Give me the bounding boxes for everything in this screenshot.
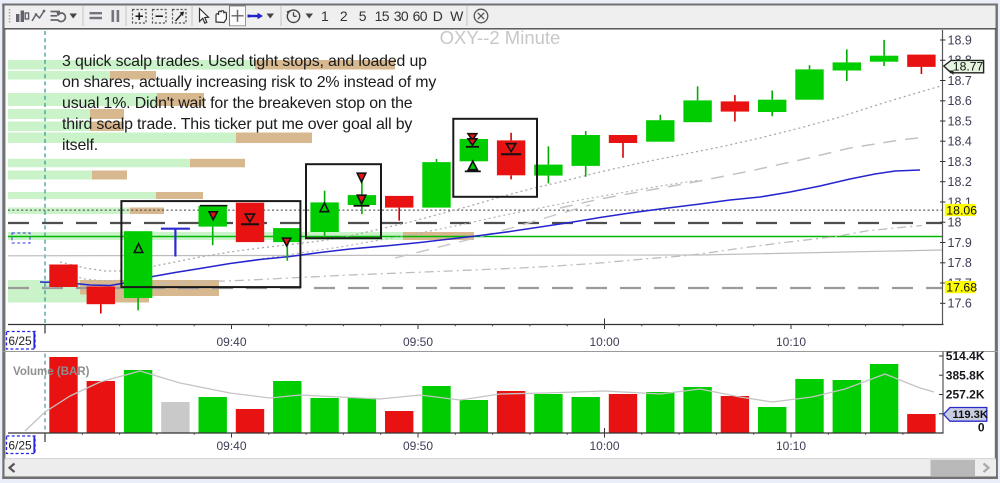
svg-text:itself.: itself. <box>62 137 98 154</box>
svg-text:D: D <box>433 8 443 24</box>
svg-text:5: 5 <box>359 8 367 24</box>
svg-text:17.9: 17.9 <box>948 236 972 250</box>
svg-text:09:40: 09:40 <box>216 335 246 349</box>
svg-text:17.68: 17.68 <box>946 280 977 294</box>
svg-text:10:00: 10:00 <box>589 439 619 453</box>
svg-text:18.2: 18.2 <box>948 175 972 189</box>
svg-text:60: 60 <box>413 8 428 24</box>
svg-text:30: 30 <box>394 8 409 24</box>
svg-text:Volume (BAR): Volume (BAR) <box>13 366 90 378</box>
svg-text:17.6: 17.6 <box>948 297 972 311</box>
svg-text:6/25: 6/25 <box>8 439 32 453</box>
svg-text:18.77: 18.77 <box>953 60 984 74</box>
svg-text:usual 1%. Didn't wait for the: usual 1%. Didn't wait for the breakeven … <box>62 95 413 112</box>
svg-text:3 quick scalp trades. Used tig: 3 quick scalp trades. Used tight stops, … <box>62 53 427 70</box>
svg-text:18.9: 18.9 <box>948 33 972 47</box>
svg-text:18.3: 18.3 <box>948 155 972 169</box>
svg-text:10:10: 10:10 <box>776 439 806 453</box>
svg-text:18.5: 18.5 <box>948 114 972 128</box>
svg-text:15: 15 <box>375 8 390 24</box>
svg-text:third scalp trade. This ticker: third scalp trade. This ticker put me ov… <box>62 116 412 133</box>
svg-text:on shares, actually increasing: on shares, actually increasing risk to 2… <box>62 74 436 91</box>
svg-text:18.06: 18.06 <box>946 203 977 217</box>
svg-text:09:40: 09:40 <box>216 439 246 453</box>
svg-text:1: 1 <box>321 8 329 24</box>
svg-text:W: W <box>450 8 464 24</box>
svg-text:119.3K: 119.3K <box>953 409 988 421</box>
svg-text:18.6: 18.6 <box>948 94 972 108</box>
svg-text:09:50: 09:50 <box>403 335 433 349</box>
svg-text:18.4: 18.4 <box>948 135 972 149</box>
svg-text:OXY--2 Minute: OXY--2 Minute <box>440 27 561 48</box>
svg-text:257.2K: 257.2K <box>946 388 985 402</box>
svg-text:385.8K: 385.8K <box>946 368 985 382</box>
svg-text:2: 2 <box>340 8 348 24</box>
svg-text:09:50: 09:50 <box>403 439 433 453</box>
svg-text:17.8: 17.8 <box>948 256 972 270</box>
svg-text:514.4K: 514.4K <box>946 349 985 363</box>
svg-text:18: 18 <box>948 216 962 230</box>
svg-text:10:10: 10:10 <box>776 335 806 349</box>
svg-text:0: 0 <box>978 421 985 435</box>
svg-text:10:00: 10:00 <box>589 335 619 349</box>
svg-text:18.7: 18.7 <box>948 74 972 88</box>
svg-text:6/25: 6/25 <box>8 334 32 348</box>
